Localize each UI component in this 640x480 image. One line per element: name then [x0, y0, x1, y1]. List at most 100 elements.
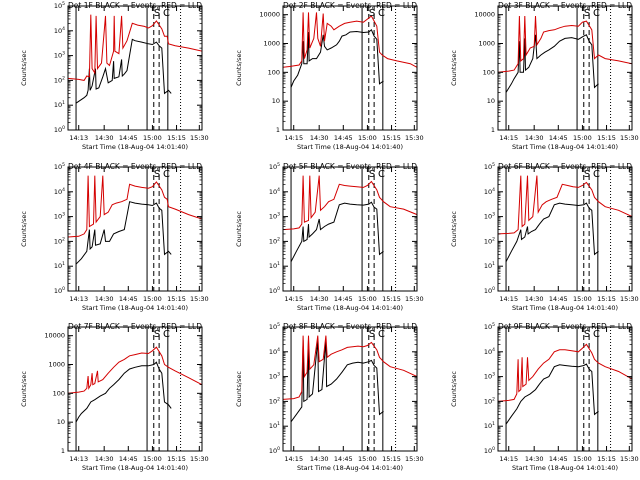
y-tick-label: 10: [272, 97, 280, 105]
series-line: [283, 335, 417, 400]
x-tick-label: 14:30: [95, 134, 114, 142]
y-tick-label: 101: [54, 261, 65, 270]
flag-label: S: [369, 169, 375, 180]
x-tick-label: 14:15: [284, 455, 303, 463]
x-tick-label: 14:13: [69, 134, 88, 142]
flag-label: C: [378, 169, 385, 180]
y-tick-label: 105: [484, 162, 495, 171]
axes-frame: [497, 5, 633, 131]
x-axis-label: Start Time (18-Aug-04 14:01:40): [82, 304, 188, 312]
y-tick-label: 10000: [259, 11, 280, 19]
y-tick-label: 103: [484, 372, 495, 381]
x-tick-label: 14:15: [499, 134, 518, 142]
series-line: [68, 14, 202, 81]
y-tick-label: 102: [54, 75, 65, 84]
x-tick-label: 14:45: [334, 295, 353, 303]
flag-label: C: [163, 8, 170, 19]
series-line: [75, 201, 172, 265]
x-tick-label: 15:15: [597, 455, 616, 463]
y-tick-label: 103: [269, 212, 280, 221]
y-tick-label: 100: [268, 68, 280, 76]
flag-label: C: [378, 8, 385, 19]
y-tick-label: 101: [484, 261, 495, 270]
plot-area: [68, 327, 202, 451]
y-tick-label: 103: [484, 212, 495, 221]
detector-panel: Det 3F BLACK = Events, RED = LLDCounts/s…: [450, 1, 639, 151]
x-tick-label: 15:30: [405, 295, 424, 303]
detector-panel: Det 1F BLACK = Events, RED = LLDCounts/s…: [20, 1, 209, 151]
y-tick-label: 100: [54, 125, 65, 134]
plot-area: [283, 6, 417, 130]
x-axis-label: Start Time (18-Aug-04 14:01:40): [82, 143, 188, 151]
y-tick-label: 100: [269, 286, 280, 295]
y-tick-label: 104: [269, 347, 280, 356]
x-tick-label: 14:30: [310, 295, 329, 303]
flag-label: S: [369, 329, 375, 340]
axes-frame: [282, 326, 418, 452]
y-tick-label: 1000: [48, 361, 65, 369]
y-tick-label: 102: [269, 236, 280, 245]
x-tick-label: 14:15: [284, 134, 303, 142]
y-axis-label: Counts/sec: [450, 371, 458, 407]
y-tick-label: 103: [54, 212, 65, 221]
x-tick-label: 14:30: [310, 455, 329, 463]
x-tick-label: 14:45: [334, 134, 353, 142]
x-tick-label: 14:13: [69, 455, 88, 463]
x-tick-label: 14:30: [525, 295, 544, 303]
x-tick-label: 14:45: [549, 134, 568, 142]
y-axis-label: Counts/sec: [450, 211, 458, 247]
x-tick-label: 15:15: [382, 455, 401, 463]
x-tick-label: 15:30: [620, 455, 639, 463]
flag-label: C: [163, 169, 170, 180]
flag-label: C: [593, 329, 600, 340]
y-tick-label: 1000: [478, 40, 495, 48]
x-tick-label: 14:45: [119, 295, 138, 303]
y-tick-label: 1000: [263, 40, 280, 48]
series-line: [505, 363, 599, 425]
x-axis-label: Start Time (18-Aug-04 14:01:40): [82, 464, 188, 472]
series-line: [68, 346, 202, 394]
series-line: [68, 175, 202, 238]
flag-label: S: [154, 8, 160, 19]
x-tick-label: 15:00: [573, 455, 592, 463]
y-tick-label: 1: [276, 126, 280, 134]
x-tick-label: 15:30: [620, 134, 639, 142]
y-axis-label: Counts/sec: [235, 211, 243, 247]
axes-frame: [67, 5, 203, 131]
plot-area: [498, 327, 632, 451]
series-line: [498, 15, 632, 73]
y-tick-label: 100: [483, 68, 495, 76]
x-axis-label: Start Time (18-Aug-04 14:01:40): [512, 464, 618, 472]
y-tick-label: 104: [484, 347, 495, 356]
series-line: [75, 361, 172, 423]
series-line: [505, 202, 599, 263]
detector-panel: Det 8F BLACK = Events, RED = LLDCounts/s…: [235, 322, 424, 472]
x-tick-label: 14:45: [119, 455, 138, 463]
y-tick-label: 100: [484, 446, 495, 455]
detector-panel: Det 9F BLACK = Events, RED = LLDCounts/s…: [450, 322, 639, 472]
x-tick-label: 15:15: [167, 134, 186, 142]
y-tick-label: 104: [54, 187, 65, 196]
x-tick-label: 15:30: [190, 295, 209, 303]
x-tick-label: 14:15: [499, 295, 518, 303]
x-tick-label: 15:15: [597, 295, 616, 303]
y-tick-label: 10: [487, 97, 495, 105]
y-tick-label: 1: [491, 126, 495, 134]
y-axis-label: Counts/sec: [20, 371, 28, 407]
series-line: [498, 343, 632, 402]
y-tick-label: 10: [57, 418, 65, 426]
x-tick-label: 15:15: [167, 295, 186, 303]
y-axis-label: Counts/sec: [235, 50, 243, 86]
detector-panel: Det 6F BLACK = Events, RED = LLDCounts/s…: [450, 162, 639, 312]
x-tick-label: 14:45: [119, 134, 138, 142]
x-axis-label: Start Time (18-Aug-04 14:01:40): [297, 304, 403, 312]
x-tick-label: 14:13: [69, 295, 88, 303]
x-tick-label: 15:30: [190, 455, 209, 463]
plot-area: [68, 167, 202, 291]
plot-area: [283, 327, 417, 451]
y-tick-label: 100: [53, 389, 65, 397]
y-axis-label: Counts/sec: [450, 50, 458, 86]
x-tick-label: 15:15: [382, 134, 401, 142]
y-tick-label: 105: [54, 162, 65, 171]
